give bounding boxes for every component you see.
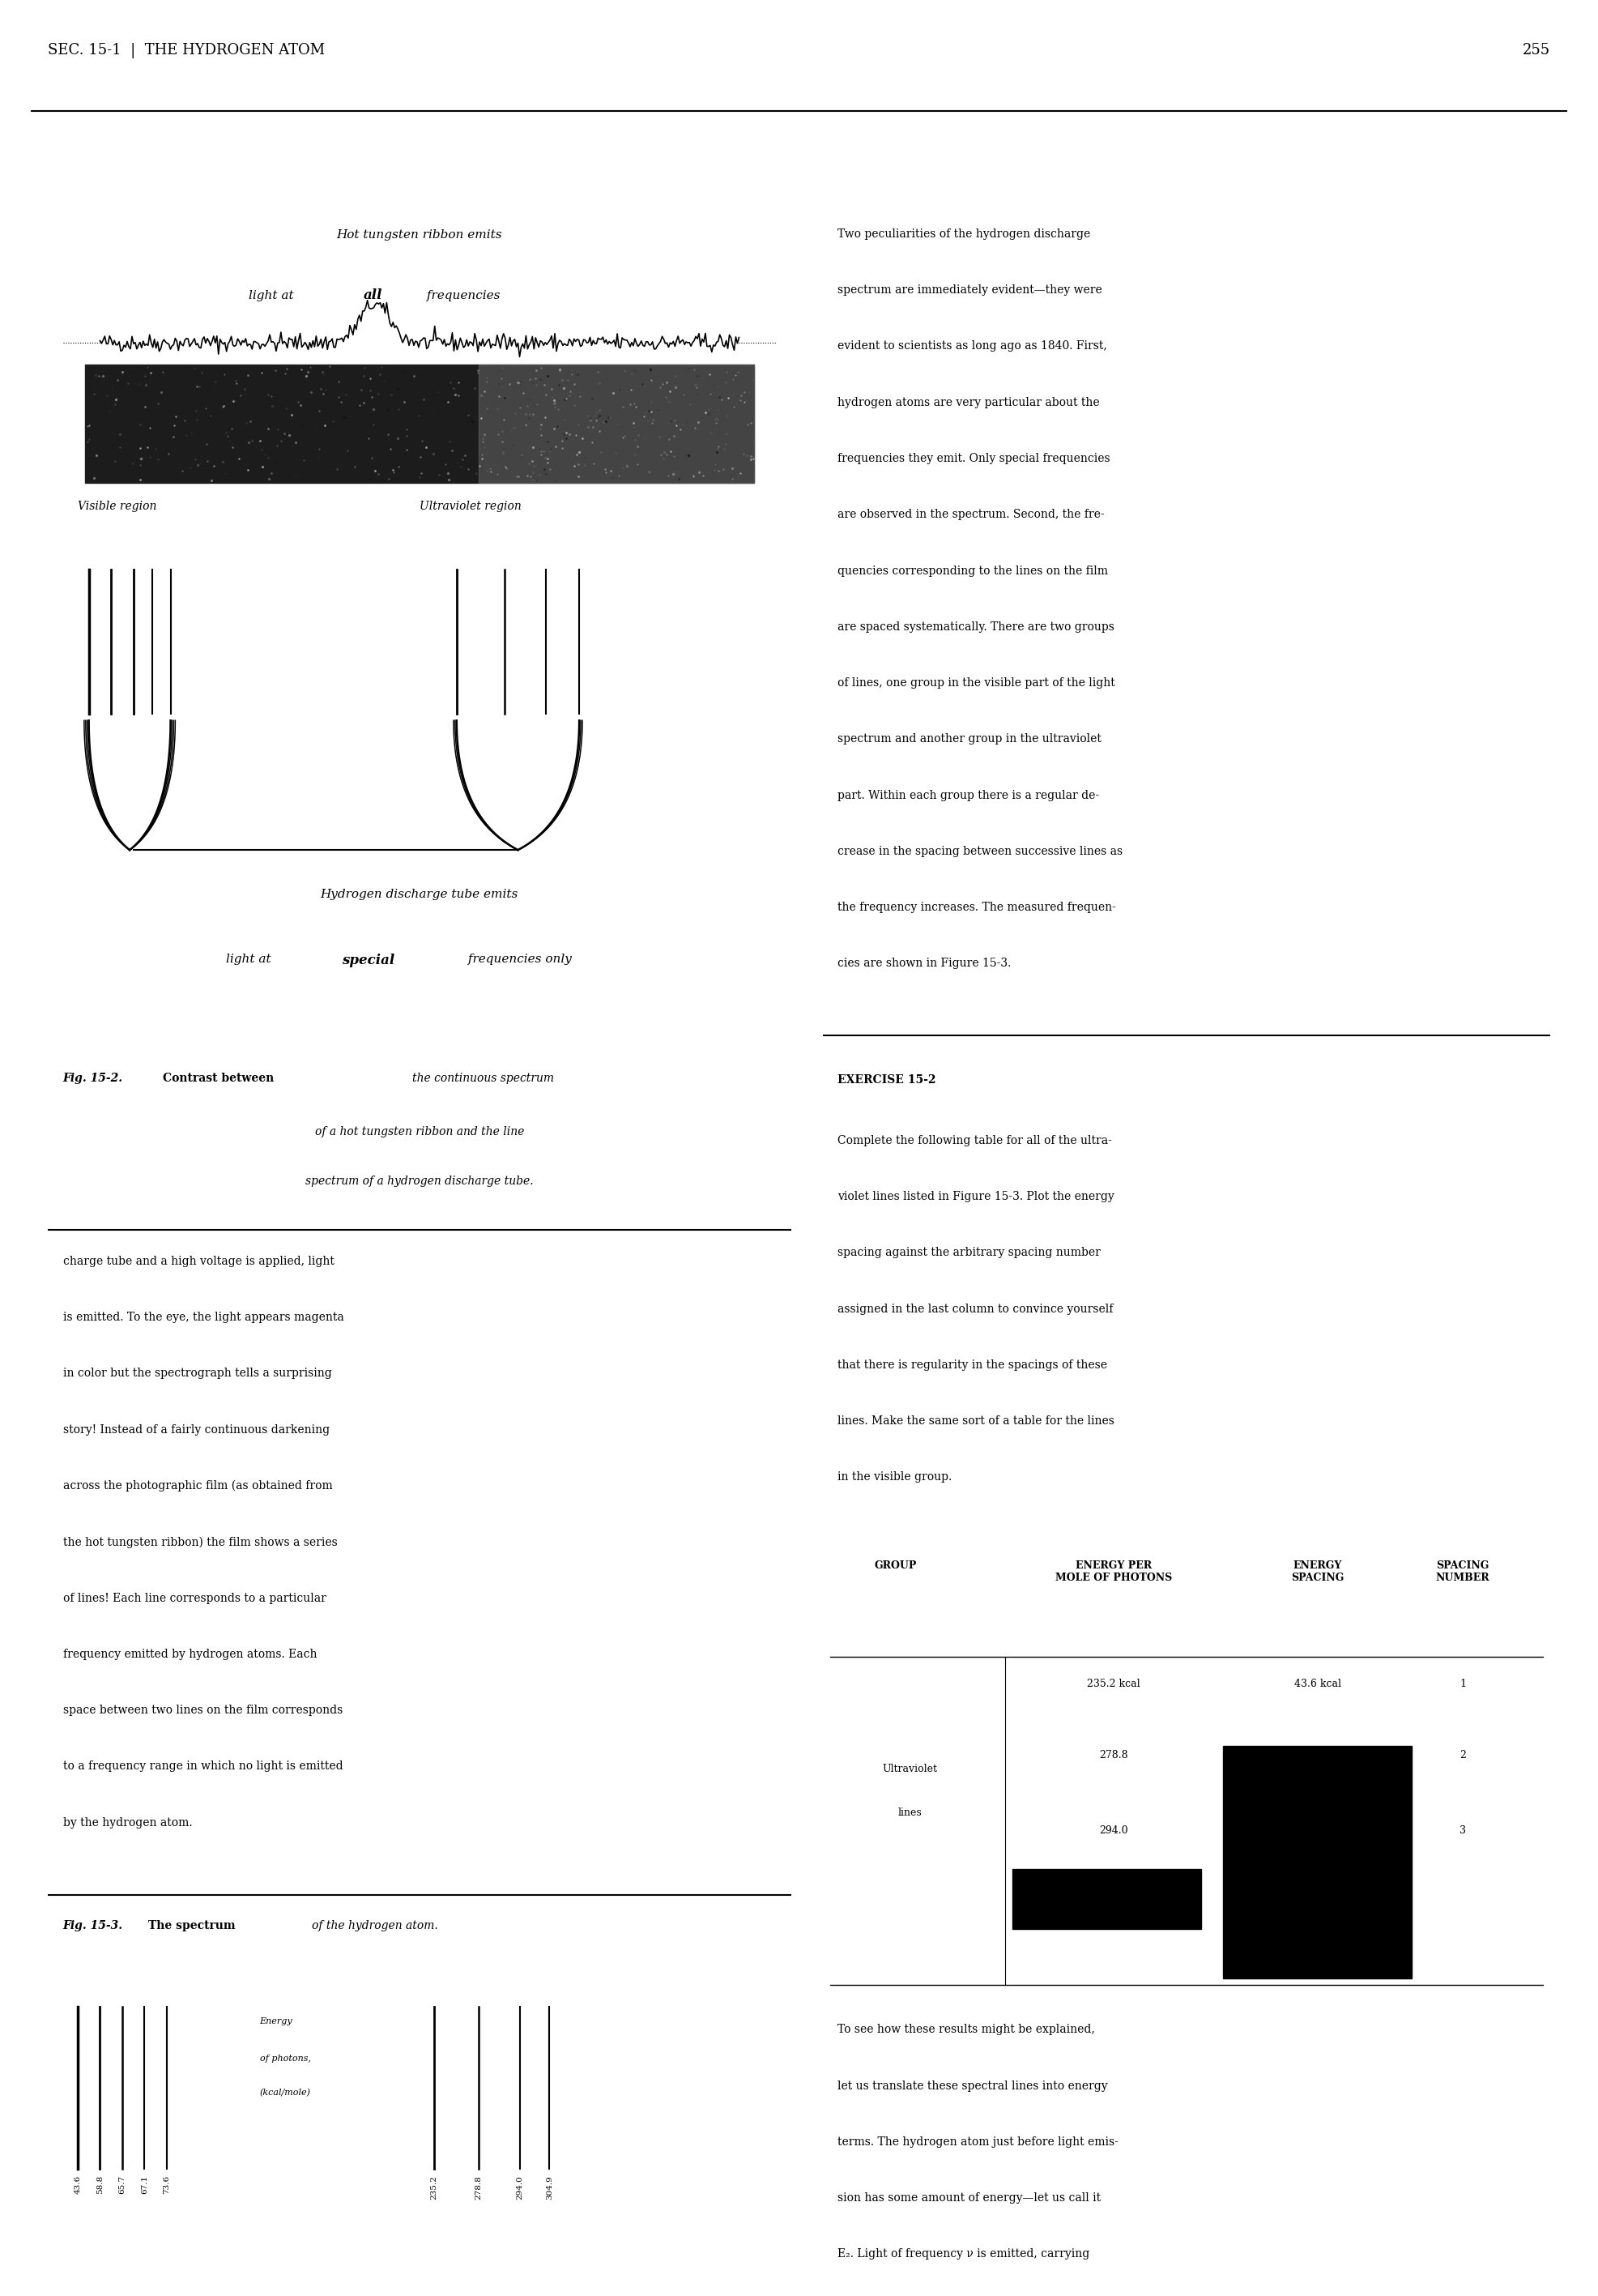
Text: 278.8: 278.8 bbox=[475, 2174, 483, 2200]
Text: 235.2: 235.2 bbox=[431, 2174, 438, 2200]
Text: Fig. 15-3.: Fig. 15-3. bbox=[62, 1919, 123, 1931]
Text: assigned in the last column to convince yourself: assigned in the last column to convince … bbox=[837, 1304, 1114, 1316]
Text: (kcal/mole): (kcal/mole) bbox=[260, 2089, 310, 2096]
Text: GROUP: GROUP bbox=[874, 1559, 917, 1570]
Text: of the hydrogen atom.: of the hydrogen atom. bbox=[312, 1919, 438, 1931]
Text: spectrum and another group in the ultraviolet: spectrum and another group in the ultrav… bbox=[837, 732, 1101, 744]
Text: evident to scientists as long ago as 1840. First,: evident to scientists as long ago as 184… bbox=[837, 340, 1107, 351]
Text: 304.9: 304.9 bbox=[547, 2174, 553, 2200]
Text: by the hydrogen atom.: by the hydrogen atom. bbox=[62, 1816, 192, 1828]
Text: SEC. 15-1  |  THE HYDROGEN ATOM: SEC. 15-1 | THE HYDROGEN ATOM bbox=[48, 44, 324, 57]
Text: Ultraviolet region: Ultraviolet region bbox=[419, 501, 521, 512]
Text: in color but the spectrograph tells a surprising: in color but the spectrograph tells a su… bbox=[62, 1368, 331, 1380]
Text: 294.0: 294.0 bbox=[1099, 1825, 1128, 1837]
Text: cies are shown in Figure 15-3.: cies are shown in Figure 15-3. bbox=[837, 957, 1012, 969]
Text: The spectrum: The spectrum bbox=[149, 1919, 240, 1931]
Text: lines. Make the same sort of a table for the lines: lines. Make the same sort of a table for… bbox=[837, 1414, 1114, 1426]
Bar bbox=[479, 365, 754, 482]
Text: Hydrogen discharge tube emits: Hydrogen discharge tube emits bbox=[321, 889, 518, 900]
Text: terms. The hydrogen atom just before light emis-: terms. The hydrogen atom just before lig… bbox=[837, 2135, 1119, 2147]
Text: 43.6: 43.6 bbox=[74, 2174, 81, 2195]
Text: 65.7: 65.7 bbox=[118, 2174, 126, 2195]
Bar bbox=[85, 365, 754, 482]
Text: are spaced systematically. There are two groups: are spaced systematically. There are two… bbox=[837, 622, 1114, 634]
Text: of photons,: of photons, bbox=[260, 2055, 310, 2062]
Text: 1: 1 bbox=[1459, 1678, 1465, 1690]
Text: sion has some amount of energy—let us call it: sion has some amount of energy—let us ca… bbox=[837, 2193, 1101, 2204]
Text: 278.8: 278.8 bbox=[1099, 1750, 1128, 1761]
Text: across the photographic film (as obtained from: across the photographic film (as obtaine… bbox=[62, 1481, 332, 1492]
Text: frequency emitted by hydrogen atoms. Each: frequency emitted by hydrogen atoms. Eac… bbox=[62, 1649, 316, 1660]
Text: hydrogen atoms are very particular about the: hydrogen atoms are very particular about… bbox=[837, 397, 1099, 409]
Text: SPACING
NUMBER: SPACING NUMBER bbox=[1437, 1559, 1489, 1582]
Text: that there is regularity in the spacings of these: that there is regularity in the spacings… bbox=[837, 1359, 1107, 1371]
Text: E₂. Light of frequency ν is emitted, carrying: E₂. Light of frequency ν is emitted, car… bbox=[837, 2248, 1090, 2259]
Bar bbox=[1012, 1869, 1202, 1929]
Text: light at: light at bbox=[249, 289, 297, 301]
Text: all: all bbox=[364, 289, 384, 303]
Text: is emitted. To the eye, the light appears magenta: is emitted. To the eye, the light appear… bbox=[62, 1311, 344, 1322]
Text: of lines! Each line corresponds to a particular: of lines! Each line corresponds to a par… bbox=[62, 1593, 326, 1605]
Text: EXERCISE 15-2: EXERCISE 15-2 bbox=[837, 1075, 936, 1086]
Text: charge tube and a high voltage is applied, light: charge tube and a high voltage is applie… bbox=[62, 1256, 334, 1267]
Text: frequencies they emit. Only special frequencies: frequencies they emit. Only special freq… bbox=[837, 452, 1111, 464]
Text: the continuous spectrum: the continuous spectrum bbox=[412, 1072, 555, 1084]
Text: space between two lines on the film corresponds: space between two lines on the film corr… bbox=[62, 1704, 342, 1715]
Text: in the visible group.: in the visible group. bbox=[837, 1472, 952, 1483]
Text: part. Within each group there is a regular de-: part. Within each group there is a regul… bbox=[837, 790, 1099, 801]
Text: story! Instead of a fairly continuous darkening: story! Instead of a fairly continuous da… bbox=[62, 1424, 329, 1435]
Text: spacing against the arbitrary spacing number: spacing against the arbitrary spacing nu… bbox=[837, 1247, 1101, 1258]
Text: let us translate these spectral lines into energy: let us translate these spectral lines in… bbox=[837, 2080, 1107, 2092]
Text: Contrast between: Contrast between bbox=[163, 1072, 278, 1084]
Text: violet lines listed in Figure 15-3. Plot the energy: violet lines listed in Figure 15-3. Plot… bbox=[837, 1192, 1114, 1203]
Text: 235.2 kcal: 235.2 kcal bbox=[1087, 1678, 1141, 1690]
Text: lines: lines bbox=[898, 1807, 922, 1818]
Text: 255: 255 bbox=[1523, 44, 1550, 57]
Text: ENERGY PER
MOLE OF PHOTONS: ENERGY PER MOLE OF PHOTONS bbox=[1055, 1559, 1173, 1582]
Text: Ultraviolet: Ultraviolet bbox=[882, 1763, 938, 1775]
Text: ENERGY
SPACING: ENERGY SPACING bbox=[1291, 1559, 1344, 1582]
Text: of lines, one group in the visible part of the light: of lines, one group in the visible part … bbox=[837, 677, 1115, 689]
Text: Hot tungsten ribbon emits: Hot tungsten ribbon emits bbox=[337, 230, 502, 241]
Text: 43.6 kcal: 43.6 kcal bbox=[1294, 1678, 1341, 1690]
Text: special: special bbox=[342, 953, 395, 967]
Text: 3: 3 bbox=[1459, 1825, 1465, 1837]
Text: spectrum of a hydrogen discharge tube.: spectrum of a hydrogen discharge tube. bbox=[305, 1176, 534, 1187]
Text: Complete the following table for all of the ultra-: Complete the following table for all of … bbox=[837, 1134, 1112, 1146]
Text: quencies corresponding to the lines on the film: quencies corresponding to the lines on t… bbox=[837, 565, 1107, 576]
Text: 67.1: 67.1 bbox=[141, 2174, 149, 2195]
Text: 58.8: 58.8 bbox=[96, 2174, 104, 2195]
Text: to a frequency range in which no light is emitted: to a frequency range in which no light i… bbox=[62, 1761, 342, 1773]
Text: Energy: Energy bbox=[260, 2018, 292, 2025]
Text: the frequency increases. The measured frequen-: the frequency increases. The measured fr… bbox=[837, 902, 1115, 914]
Text: Visible region: Visible region bbox=[78, 501, 157, 512]
Text: of a hot tungsten ribbon and the line: of a hot tungsten ribbon and the line bbox=[315, 1127, 524, 1137]
Text: are observed in the spectrum. Second, the fre-: are observed in the spectrum. Second, th… bbox=[837, 510, 1104, 521]
Text: 73.6: 73.6 bbox=[163, 2174, 171, 2195]
Text: 2: 2 bbox=[1459, 1750, 1465, 1761]
Text: the hot tungsten ribbon) the film shows a series: the hot tungsten ribbon) the film shows … bbox=[62, 1536, 337, 1548]
Bar bbox=[1222, 1745, 1413, 1979]
Text: Fig. 15-2.: Fig. 15-2. bbox=[62, 1072, 123, 1084]
Text: crease in the spacing between successive lines as: crease in the spacing between successive… bbox=[837, 845, 1123, 856]
Text: frequencies only: frequencies only bbox=[463, 953, 572, 964]
Text: To see how these results might be explained,: To see how these results might be explai… bbox=[837, 2025, 1095, 2037]
Text: light at: light at bbox=[227, 953, 275, 964]
Text: 294.0: 294.0 bbox=[516, 2174, 524, 2200]
Text: frequencies: frequencies bbox=[423, 289, 500, 301]
Text: Two peculiarities of the hydrogen discharge: Two peculiarities of the hydrogen discha… bbox=[837, 227, 1090, 239]
Text: spectrum are immediately evident—they were: spectrum are immediately evident—they we… bbox=[837, 285, 1103, 296]
